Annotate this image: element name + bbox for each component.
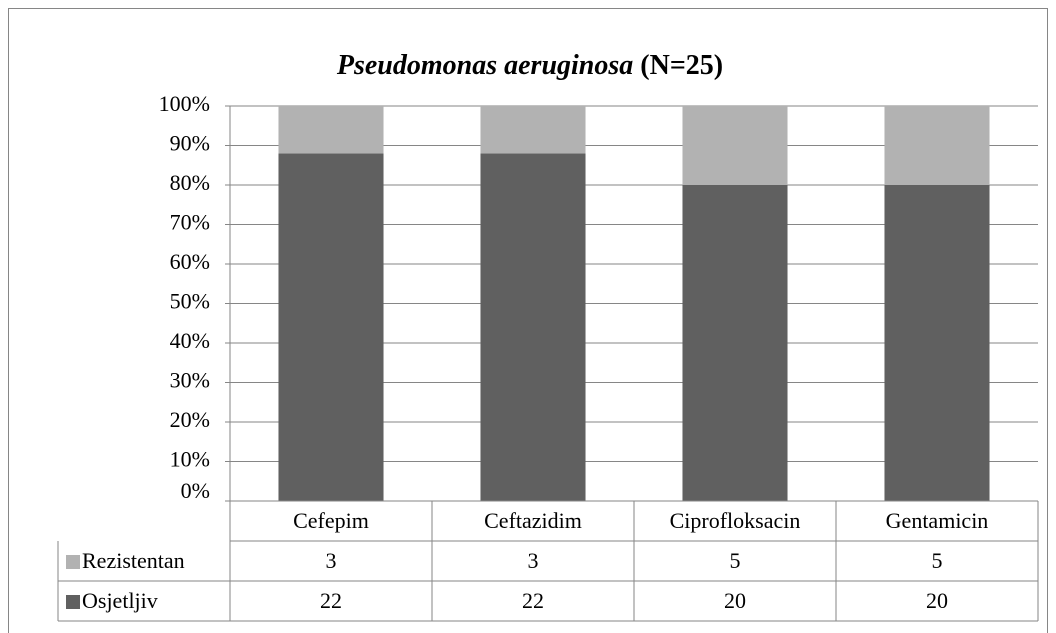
x-tick-label: Ceftazidim [484,508,582,533]
table-value: 22 [522,588,544,613]
table-value: 3 [326,548,337,573]
bar-segment [480,106,586,154]
legend-label: Osjetljiv [82,588,158,613]
y-tick-label: 20% [170,407,210,432]
table-value: 22 [320,588,342,613]
y-tick-label: 50% [170,289,210,314]
table-value: 3 [528,548,539,573]
table-value: 5 [730,548,741,573]
table-value: 5 [932,548,943,573]
legend-label: Rezistentan [82,548,185,573]
y-tick-label: 30% [170,368,210,393]
legend-swatch [66,555,80,569]
y-tick-label: 0% [181,478,210,503]
y-tick-label: 70% [170,210,210,235]
y-tick-label: 80% [170,170,210,195]
bar-segment [682,185,788,501]
title-italic: Pseudomonas aeruginosa [336,50,633,81]
y-tick-label: 40% [170,328,210,353]
title-rest: (N=25) [640,50,723,81]
chart-title: Pseudomonas aeruginosa (N=25) [336,50,723,81]
bar-segment [278,106,384,154]
legend-swatch [66,595,80,609]
x-tick-label: Ciprofloksacin [670,508,801,533]
y-tick-label: 60% [170,249,210,274]
y-tick-label: 100% [159,91,210,116]
bar-segment [682,106,788,185]
y-tick-label: 10% [170,447,210,472]
table-value: 20 [926,588,948,613]
bar-segment [278,153,384,501]
x-tick-label: Gentamicin [886,508,989,533]
x-tick-label: Cefepim [293,508,369,533]
bar-segment [480,153,586,501]
y-tick-label: 90% [170,131,210,156]
table-value: 20 [724,588,746,613]
bar-segment [884,106,990,185]
bar-segment [884,185,990,501]
